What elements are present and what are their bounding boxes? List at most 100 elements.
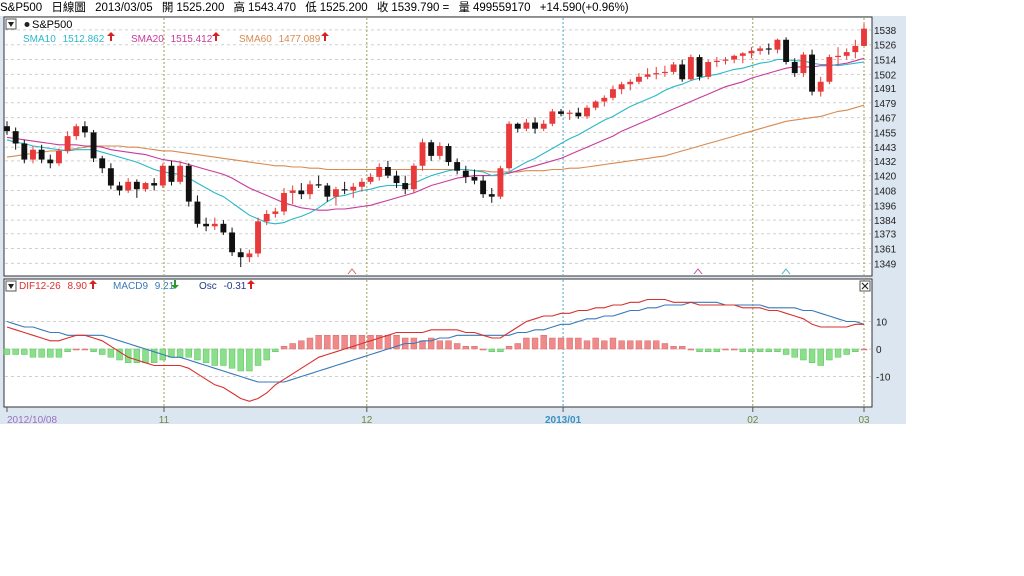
osc-bar [826, 348, 833, 361]
osc-bar [618, 340, 625, 350]
osc-bar [609, 337, 617, 350]
price-tick-label: 1455 [874, 128, 897, 139]
candle-body [410, 165, 417, 190]
osc-bar [168, 348, 175, 358]
candle-body [783, 39, 790, 62]
price-tick-label: 1538 [874, 26, 897, 37]
candle-body [229, 232, 236, 253]
candle-body [12, 131, 19, 144]
candle-body [194, 201, 201, 224]
low-value: 1525.200 [319, 2, 368, 14]
candle-body [315, 184, 322, 186]
osc-bar [384, 335, 392, 350]
macd-tick-label: 0 [876, 345, 882, 356]
osc-bar [540, 335, 547, 350]
osc-bar [531, 337, 539, 350]
osc-bar [497, 348, 504, 352]
sma60-value: 1477.089 [279, 34, 321, 45]
osc-bar [12, 348, 19, 355]
osc-bar [211, 348, 218, 366]
osc-bar [116, 348, 123, 361]
macd-down-arrow-icon [171, 280, 179, 289]
x-axis-label: 2013/01 [545, 415, 582, 424]
candle-body [835, 55, 841, 58]
candle-body [307, 184, 313, 195]
osc-bar [436, 340, 444, 350]
osc-bar [808, 348, 816, 363]
open-value: 1525.200 [176, 2, 225, 14]
osc-bar [739, 348, 747, 352]
dif-up-arrow-icon [89, 280, 97, 289]
osc-bar [220, 348, 227, 366]
candle-body [696, 57, 703, 77]
candle-body [358, 181, 365, 187]
candle-body [445, 146, 452, 163]
osc-bar [350, 335, 357, 350]
candle-body [635, 76, 642, 82]
candle-body [592, 101, 599, 108]
osc-bar [393, 335, 400, 350]
price-tick-label: 1502 [874, 70, 897, 81]
candle-body [566, 112, 573, 114]
candle-body [809, 54, 816, 92]
osc-bar [38, 348, 45, 358]
osc-bar [860, 348, 868, 351]
osc-bar [843, 348, 850, 355]
osc-bar [713, 348, 721, 352]
price-tick-label: 1479 [874, 99, 897, 110]
candle-body [367, 176, 374, 182]
event-marker-icon [781, 268, 791, 275]
chevron-down-icon [8, 284, 14, 289]
osc-bar [358, 335, 366, 350]
osc-bar [800, 348, 807, 361]
candle-body [705, 62, 712, 77]
x-axis-label: 12 [361, 415, 373, 424]
candle-body [333, 189, 339, 197]
candle-body [575, 112, 582, 117]
osc-bar [185, 348, 192, 358]
osc-bar [202, 348, 210, 363]
osc-bar [133, 348, 141, 363]
candle-body [64, 136, 71, 151]
osc-bar [367, 335, 374, 350]
candle-body [47, 159, 54, 164]
candle-body [540, 123, 547, 129]
price-tick-label: 1526 [874, 41, 897, 52]
osc-bar [289, 343, 296, 350]
osc-bar [557, 337, 565, 350]
high-value: 1543.470 [248, 2, 297, 14]
low-label: 低 [305, 2, 317, 14]
price-tick-label: 1396 [874, 201, 897, 212]
period-label: 日線圖 [51, 2, 86, 14]
osc-bar [47, 348, 54, 358]
macd-tick-label: -10 [876, 373, 891, 384]
open-label: 開 [161, 2, 174, 14]
dif-label: DIF12-26 [19, 281, 61, 292]
close-value: 1539.790 = [391, 2, 450, 14]
osc-bar [228, 348, 236, 369]
osc-bar [696, 348, 703, 352]
osc-bar [583, 340, 591, 350]
candle-body [514, 123, 521, 129]
candle-body [757, 48, 764, 51]
candle-body [679, 64, 686, 80]
osc-bar [479, 348, 487, 351]
osc-bar [150, 348, 158, 363]
sma20-label: SMA20 [131, 34, 164, 45]
osc-bar [627, 340, 634, 350]
osc-bar [90, 348, 97, 352]
osc-bar [73, 348, 80, 351]
candle-body [237, 252, 244, 258]
candle-body [739, 53, 746, 56]
candle-body [843, 52, 850, 56]
price-tick-label: 1361 [874, 245, 897, 256]
candle-body [610, 89, 616, 98]
osc-bar [315, 335, 322, 350]
candle-body [263, 213, 270, 222]
price-tick-label: 1420 [874, 172, 897, 183]
sma60-up-arrow-icon [321, 32, 329, 41]
osc-legend: Osc -0.31 [199, 281, 247, 292]
osc-bar [488, 348, 495, 352]
osc-bar [601, 340, 608, 350]
osc-bar [765, 348, 772, 352]
